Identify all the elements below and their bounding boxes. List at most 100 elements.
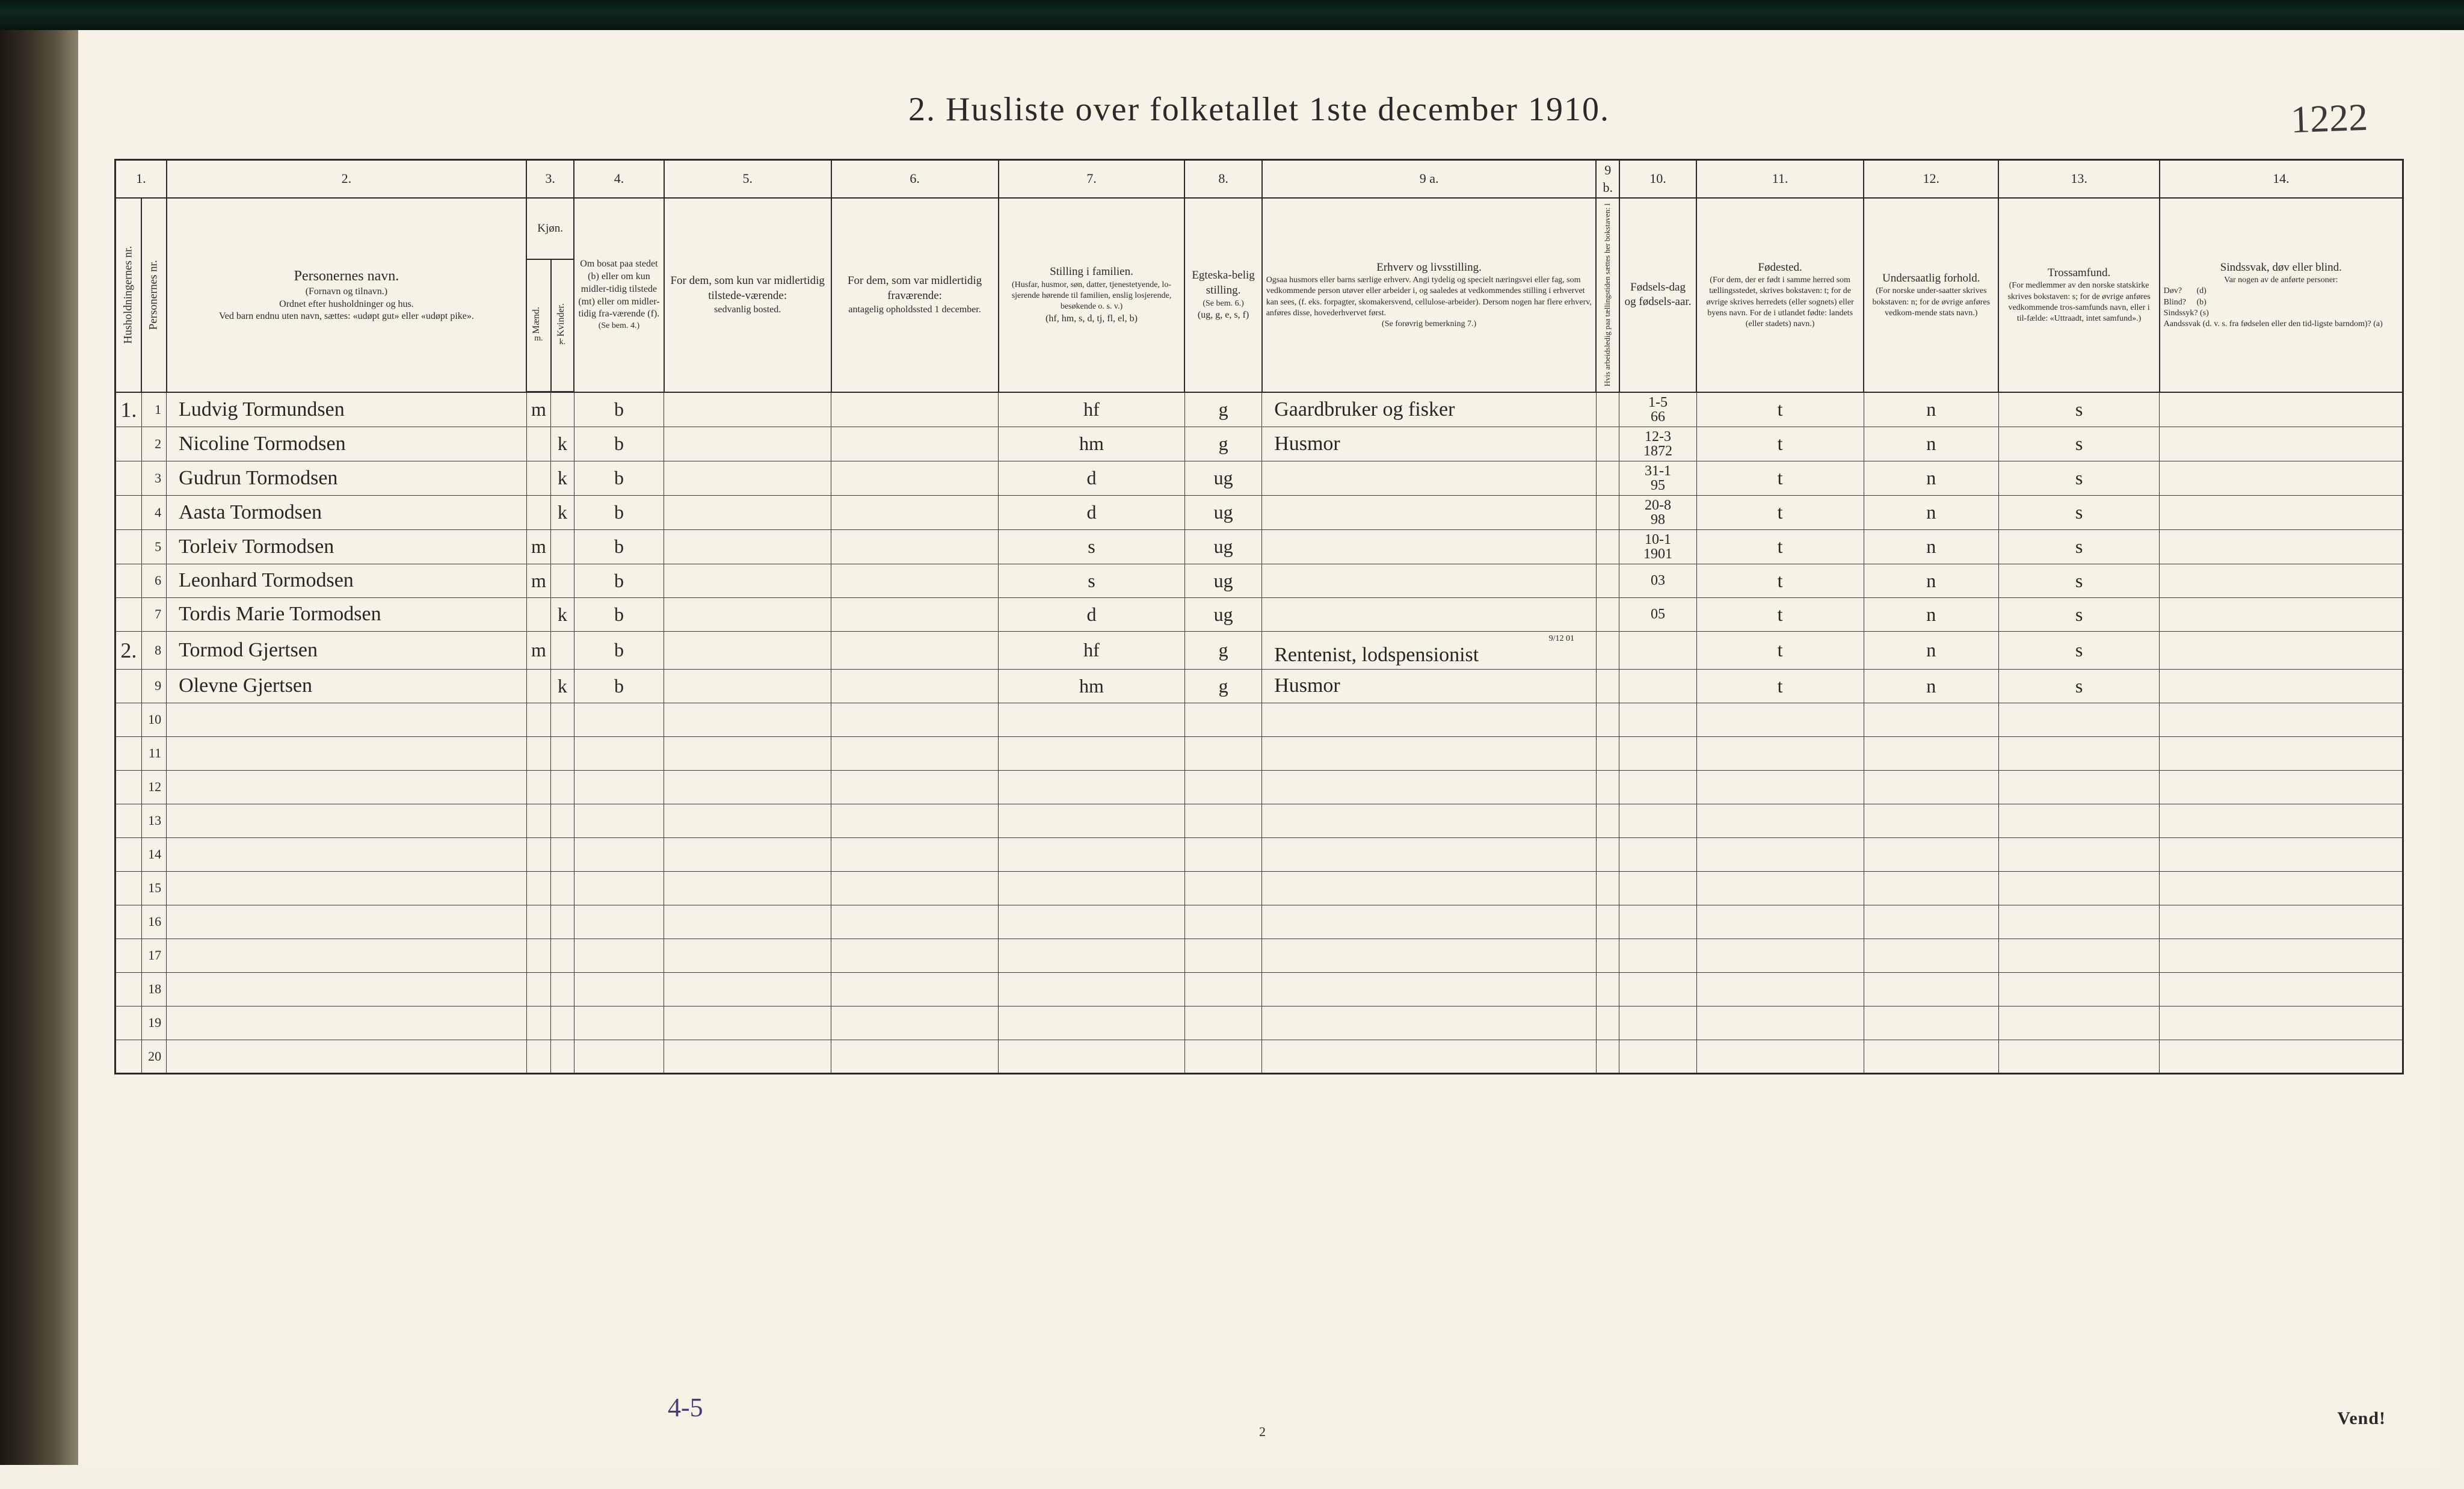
cell-person-nr: 5 <box>141 529 166 564</box>
cell-c5 <box>664 905 831 939</box>
cell-sex-m <box>526 804 550 837</box>
cell-bosat <box>574 770 664 804</box>
cell-fod <box>1619 972 1696 1006</box>
table-row: 20 <box>116 1040 2403 1073</box>
cell-egte <box>1184 871 1261 905</box>
cell-fodested: t <box>1696 631 1864 669</box>
cell-stilling: d <box>999 597 1185 631</box>
footer-turn: Vend! <box>2337 1408 2386 1429</box>
cell-under <box>1864 939 1998 972</box>
cell-bosat <box>574 804 664 837</box>
colnum-13: 13. <box>1998 160 2159 199</box>
cell-fod <box>1619 669 1696 703</box>
page-title: 2. Husliste over folketallet 1ste decemb… <box>114 90 2404 129</box>
cell-c9b <box>1596 461 1619 495</box>
cell-fodested <box>1696 1040 1864 1073</box>
cell-c9b <box>1596 770 1619 804</box>
cell-egte <box>1184 1006 1261 1040</box>
cell-house-nr <box>116 564 142 597</box>
cell-c6 <box>831 905 999 939</box>
cell-c14 <box>2160 461 2403 495</box>
cell-sex-m <box>526 597 550 631</box>
cell-name: Tordis Marie Tormodsen <box>167 597 527 631</box>
table-header: 1. 2. 3. 4. 5. 6. 7. 8. 9 a. 9 b. 10. 11… <box>116 160 2403 392</box>
cell-sex-k <box>551 736 574 770</box>
cell-name <box>167 1040 527 1073</box>
cell-fod <box>1619 905 1696 939</box>
cell-under: n <box>1864 631 1998 669</box>
cell-person-nr: 18 <box>141 972 166 1006</box>
cell-c9b <box>1596 392 1619 427</box>
table-row: 16 <box>116 905 2403 939</box>
cell-stilling: hf <box>999 392 1185 427</box>
header-c8: Egteska-belig stilling. (Se bem. 6.) (ug… <box>1184 198 1261 392</box>
cell-house-nr <box>116 529 142 564</box>
cell-c6 <box>831 392 999 427</box>
cell-stilling: hm <box>999 669 1185 703</box>
cell-name: Olevne Gjertsen <box>167 669 527 703</box>
cell-house-nr <box>116 871 142 905</box>
cell-c14 <box>2160 669 2403 703</box>
cell-person-nr: 1 <box>141 392 166 427</box>
cell-c14 <box>2160 972 2403 1006</box>
cell-erhverv <box>1262 770 1597 804</box>
cell-c9b <box>1596 669 1619 703</box>
header-c13: Trossamfund. (For medlemmer av den norsk… <box>1998 198 2159 392</box>
cell-c6 <box>831 736 999 770</box>
header-c14-sub1: Var nogen av de anførte personer: <box>2164 275 2398 286</box>
cell-under <box>1864 770 1998 804</box>
cell-erhverv: Gaardbruker og fisker <box>1262 392 1597 427</box>
cell-c6 <box>831 461 999 495</box>
cell-house-nr <box>116 669 142 703</box>
header-person-nr: Personernes nr. <box>141 198 166 392</box>
cell-person-nr: 4 <box>141 495 166 529</box>
cell-c5 <box>664 495 831 529</box>
cell-fod <box>1619 837 1696 871</box>
colnum-6: 6. <box>831 160 999 199</box>
cell-c6 <box>831 770 999 804</box>
cell-under <box>1864 905 1998 939</box>
cell-house-nr <box>116 427 142 461</box>
cell-house-nr <box>116 1006 142 1040</box>
cell-fodested <box>1696 770 1864 804</box>
cell-erhverv: Husmor <box>1262 669 1597 703</box>
cell-under <box>1864 1006 1998 1040</box>
cell-under: n <box>1864 495 1998 529</box>
cell-person-nr: 15 <box>141 871 166 905</box>
colnum-11: 11. <box>1696 160 1864 199</box>
cell-c5 <box>664 427 831 461</box>
cell-c14 <box>2160 939 2403 972</box>
cell-house-nr <box>116 972 142 1006</box>
cell-sex-k <box>551 529 574 564</box>
cell-tros: s <box>1998 669 2159 703</box>
cell-erhverv <box>1262 529 1597 564</box>
header-c10: Fødsels-dag og fødsels-aar. <box>1619 198 1696 392</box>
cell-egte: ug <box>1184 495 1261 529</box>
cell-sex-k <box>551 564 574 597</box>
colnum-5: 5. <box>664 160 831 199</box>
cell-egte <box>1184 972 1261 1006</box>
cell-c14 <box>2160 631 2403 669</box>
cell-c5 <box>664 631 831 669</box>
cell-egte: g <box>1184 392 1261 427</box>
cell-erhverv <box>1262 804 1597 837</box>
cell-sex-k: k <box>551 427 574 461</box>
header-name-sub2: Ordnet efter husholdninger og hus. <box>171 298 523 311</box>
cell-house-nr <box>116 703 142 736</box>
cell-under <box>1864 972 1998 1006</box>
cell-bosat: b <box>574 669 664 703</box>
cell-fod: 12-3 1872 <box>1619 427 1696 461</box>
cell-sex-m <box>526 1040 550 1073</box>
header-c8-sub1: (Se bem. 6.) <box>1189 298 1257 309</box>
cell-c9b <box>1596 703 1619 736</box>
cell-stilling <box>999 1040 1185 1073</box>
header-c7-title: Stilling i familien. <box>1003 265 1181 280</box>
cell-fodested <box>1696 837 1864 871</box>
cell-fodested <box>1696 736 1864 770</box>
cell-fod <box>1619 703 1696 736</box>
cell-fodested <box>1696 905 1864 939</box>
cell-c6 <box>831 1040 999 1073</box>
header-c12: Undersaatlig forhold. (For norske under-… <box>1864 198 1998 392</box>
cell-egte <box>1184 837 1261 871</box>
table-row: 5 Torleiv Tormodsen m b s ug 10-1 1901 t… <box>116 529 2403 564</box>
